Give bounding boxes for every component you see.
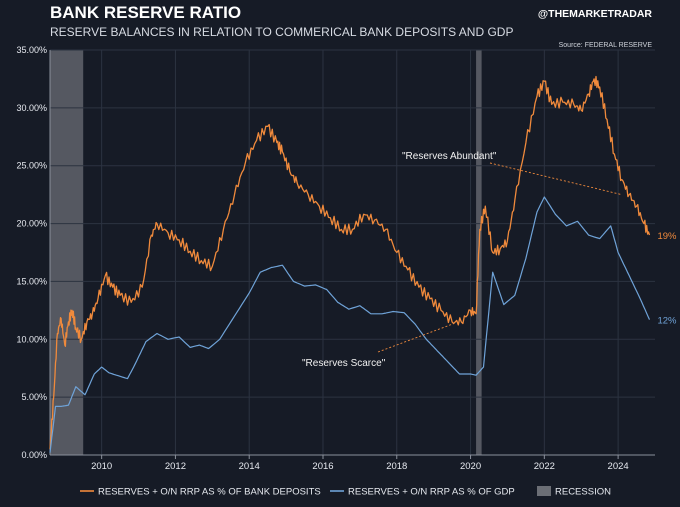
axes: 0.00% 5.00% 10.00% 15.00% 20.00% 25.00% 30.00%… [16,45,655,472]
chart-title: BANK RESERVE RATIO [50,3,241,22]
y-tick-label: 30.00% [16,103,47,113]
gdp-series-line [49,196,651,453]
series-end-label: 19% [657,231,677,242]
y-tick-label: 25.00% [16,161,47,171]
annotation-leader-scarce [377,323,453,353]
annotation-reserves-abundant: "Reserves Abundant" [402,151,497,162]
y-tick-label: 10.00% [16,334,47,344]
legend: RESERVES + O/N RRP AS % OF BANK DEPOSITS… [80,486,611,498]
annotations: "Reserves Abundant" "Reserves Scarce" [302,151,622,369]
x-tick-label: 2012 [165,461,186,472]
x-tick-label: 2014 [239,461,260,472]
chart-subtitle: RESERVE BALANCES IN RELATION TO COMMERIC… [50,25,513,39]
grid [50,49,655,456]
x-tick-label: 2016 [312,461,333,472]
x-tick-label: 2018 [386,461,407,472]
series-lines: 19% 12% [49,75,677,453]
legend-label: RESERVES + O/N RRP AS % OF GDP [348,487,515,498]
series-end-label: 12% [657,316,677,327]
y-tick-label: 15.00% [16,276,47,286]
author-handle: @THEMARKETRADAR [538,8,652,20]
y-tick-label: 0.00% [21,450,47,460]
source-note: Source: FEDERAL RESERVE [559,42,653,49]
x-tick-label: 2020 [460,461,481,472]
x-tick-label: 2010 [91,461,112,472]
x-tick-label: 2024 [608,461,629,472]
recession-bands [50,50,482,455]
legend-swatch-recession [537,486,551,496]
y-tick-label: 5.00% [21,392,47,402]
legend-label: RECESSION [555,487,611,498]
y-tick-label: 35.00% [16,45,47,55]
annotation-leader-abundant [489,162,622,196]
x-tick-label: 2022 [534,461,555,472]
legend-label: RESERVES + O/N RRP AS % OF BANK DEPOSITS [98,487,321,498]
deposits-series-line [49,75,651,450]
y-tick-label: 20.00% [16,219,47,229]
recession-band-0 [50,50,84,455]
annotation-reserves-scarce: "Reserves Scarce" [302,358,386,369]
